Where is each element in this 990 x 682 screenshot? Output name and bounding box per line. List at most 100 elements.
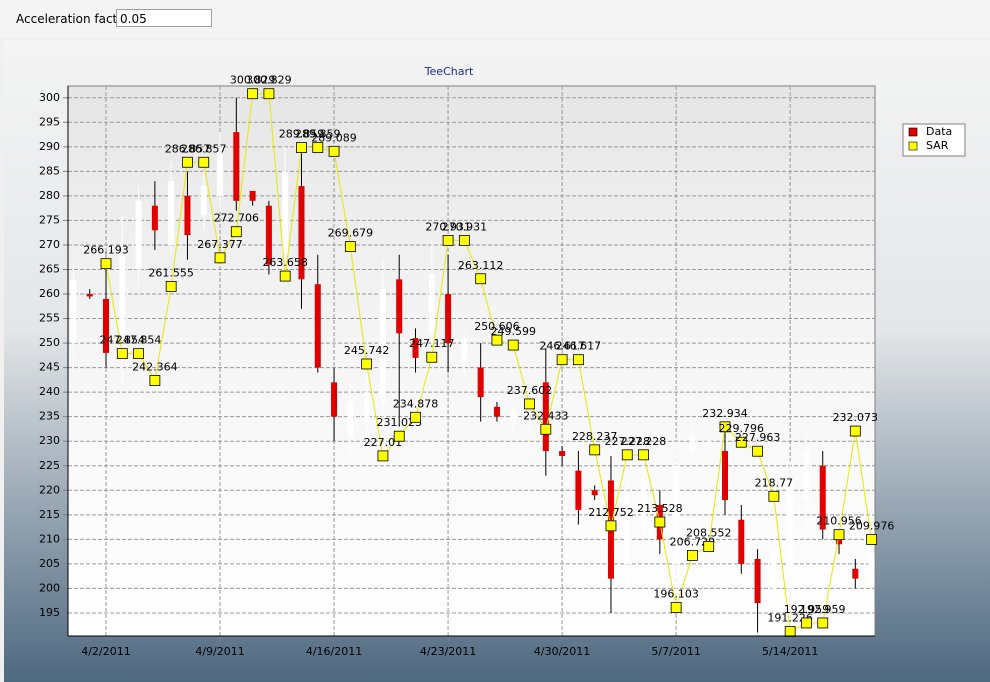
data-label: 227.228: [605, 435, 651, 448]
chart-title: TeeChart: [424, 65, 474, 78]
candle-body: [803, 451, 810, 501]
sar-point: [491, 334, 503, 346]
sar-point: [670, 602, 682, 613]
data-label: 208.552: [686, 526, 732, 539]
sar-point: [589, 444, 601, 456]
candle-body: [673, 465, 680, 564]
y-tick-label: 275: [39, 213, 60, 226]
data-label: 289.859: [295, 128, 341, 141]
candle-body: [200, 186, 207, 216]
candle-body: [689, 436, 696, 452]
candle-body: [542, 382, 549, 452]
y-tick-label: 285: [39, 164, 60, 177]
data-label: 286.857: [165, 142, 211, 155]
candle-body: [331, 382, 338, 417]
sar-point: [540, 423, 552, 435]
sar-point: [475, 273, 487, 285]
data-label: 263.658: [262, 256, 308, 269]
sar-point: [133, 348, 144, 360]
candle-body: [347, 401, 354, 437]
data-label: 210.956: [816, 515, 862, 528]
candle-body: [379, 289, 386, 402]
y-tick-label: 245: [39, 361, 60, 374]
sar-point: [165, 280, 177, 292]
x-tick-label: 4/23/2011: [420, 645, 476, 658]
data-label: 209.976: [849, 519, 895, 532]
data-label: 249.599: [490, 325, 536, 338]
data-label: 228.237: [572, 430, 618, 443]
sar-point: [719, 421, 731, 433]
candle-body: [282, 171, 289, 255]
sar-point: [621, 449, 633, 461]
y-tick-label: 300: [39, 91, 60, 104]
data-label: 266.193: [83, 244, 129, 257]
data-label: 246.617: [556, 340, 602, 353]
sar-point: [377, 450, 389, 462]
candle-body: [103, 298, 110, 353]
candle-body: [184, 195, 191, 236]
candle-body: [738, 519, 745, 564]
candle-body: [461, 338, 468, 363]
candle-body: [70, 279, 77, 344]
sar-point: [507, 339, 519, 351]
y-tick-label: 200: [39, 581, 60, 594]
candle-body: [298, 186, 305, 280]
sar-point: [784, 626, 796, 637]
candle-body: [575, 470, 582, 510]
data-label: 289.089: [311, 131, 357, 144]
data-label: 192.959: [784, 603, 830, 616]
candle-body: [722, 451, 729, 501]
data-label: 229.796: [719, 422, 765, 435]
data-label: 263.112: [458, 259, 504, 272]
sar-point: [247, 88, 259, 100]
y-tick-label: 195: [39, 606, 60, 619]
sar-point: [703, 541, 715, 552]
sar-point: [149, 375, 161, 386]
y-tick-label: 230: [39, 434, 60, 447]
y-tick-label: 225: [39, 459, 60, 472]
candle-body: [445, 294, 452, 344]
data-label: 270.931: [442, 220, 488, 233]
candle-body: [624, 495, 631, 564]
sar-point: [866, 534, 878, 545]
x-tick-label: 5/7/2011: [651, 645, 700, 658]
candle-body: [396, 279, 403, 334]
sar-point: [182, 156, 193, 168]
sar-point: [279, 270, 291, 282]
x-tick-label: 4/30/2011: [534, 645, 590, 658]
data-label: 227.228: [621, 435, 667, 448]
sar-point: [393, 430, 405, 442]
sar-point: [296, 142, 307, 153]
candle-body: [591, 490, 598, 496]
y-tick-label: 255: [39, 312, 60, 325]
sar-point: [572, 354, 584, 366]
sar-point: [442, 234, 454, 246]
data-label: 196.103: [653, 588, 699, 601]
candle-body: [754, 558, 761, 604]
text-input[interactable]: 0.05: [116, 9, 212, 27]
data-label: 227.01: [364, 436, 403, 449]
data-label: 267.377: [197, 238, 243, 251]
candle-body: [819, 465, 826, 530]
candle-body: [314, 284, 321, 368]
sar-point: [100, 258, 112, 270]
candle-body: [135, 200, 142, 270]
sar-point: [817, 617, 829, 629]
candle-body: [836, 539, 843, 545]
sar-point: [198, 156, 210, 168]
y-tick-label: 205: [39, 557, 60, 570]
sar-point: [556, 354, 568, 366]
y-tick-label: 215: [39, 508, 60, 521]
data-label: 232.433: [523, 409, 569, 422]
data-label: 247.854: [116, 334, 162, 347]
sar-point: [230, 226, 242, 238]
sar-point: [344, 241, 356, 252]
sar-point: [801, 617, 812, 629]
sar-point: [833, 529, 845, 541]
data-label: 286.857: [181, 142, 227, 155]
data-label: 232.073: [833, 411, 879, 424]
sar-point: [458, 234, 470, 246]
data-label: 237.602: [507, 384, 553, 397]
candle-body: [868, 554, 875, 584]
